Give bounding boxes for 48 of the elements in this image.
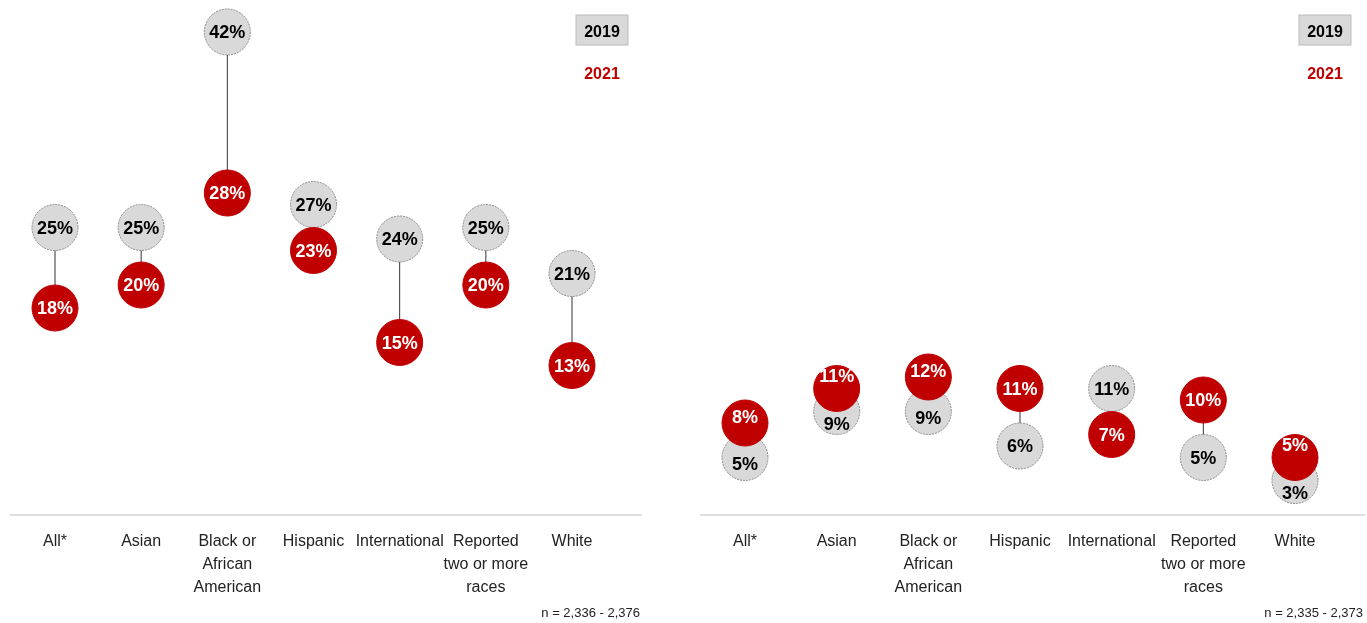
data-label: 25% bbox=[467, 217, 504, 238]
data-label: 5% bbox=[1190, 447, 1217, 468]
data-label: 23% bbox=[295, 240, 332, 261]
text: 2019 bbox=[584, 23, 620, 40]
x-tick-label: Hispanic bbox=[989, 532, 1051, 549]
data-label: 10% bbox=[1185, 390, 1222, 410]
x-tick-label: International bbox=[355, 532, 444, 549]
x-tick-label: Hispanic bbox=[282, 532, 345, 549]
data-label: 18% bbox=[36, 298, 74, 318]
data-label: 28% bbox=[209, 183, 246, 203]
data-label: 42% bbox=[209, 22, 246, 42]
data-label: 6% bbox=[1006, 436, 1034, 456]
x-tick-label: White bbox=[551, 532, 593, 549]
x-tick-label: Black or African American bbox=[193, 532, 262, 596]
data-label: 5% bbox=[731, 453, 759, 474]
x-tick-label: All* bbox=[42, 532, 68, 549]
data-label: 24% bbox=[381, 229, 418, 249]
text: n = 2,336 - 2,376 bbox=[541, 605, 640, 620]
data-label: 20% bbox=[123, 275, 160, 295]
data-label: 8% bbox=[731, 406, 759, 427]
data-label: 9% bbox=[915, 407, 942, 428]
data-label: 27% bbox=[295, 194, 332, 215]
text: 2021 bbox=[1307, 65, 1343, 82]
data-label: 9% bbox=[823, 414, 850, 435]
x-tick-label: International bbox=[1067, 532, 1156, 549]
data-label: 20% bbox=[467, 275, 504, 295]
data-label: 12% bbox=[910, 360, 947, 381]
text: 2021 bbox=[584, 65, 620, 82]
data-label: 15% bbox=[381, 332, 418, 353]
x-tick-label: All* bbox=[732, 532, 758, 549]
text: n = 2,335 - 2,373 bbox=[1264, 605, 1363, 620]
data-label: 21% bbox=[553, 263, 591, 284]
x-tick-label: Asian bbox=[816, 532, 857, 549]
data-label: 3% bbox=[1281, 483, 1309, 504]
data-label: 5% bbox=[1281, 434, 1309, 455]
data-label: 13% bbox=[553, 355, 591, 376]
data-label: 11% bbox=[1002, 378, 1038, 399]
data-label: 11% bbox=[819, 365, 855, 386]
data-label: 11% bbox=[1094, 378, 1130, 399]
x-tick-label: Asian bbox=[121, 532, 162, 549]
data-label: 25% bbox=[36, 217, 74, 238]
data-label: 7% bbox=[1098, 424, 1125, 445]
x-tick-label: Reported two or more races bbox=[1161, 532, 1246, 596]
data-label: 25% bbox=[123, 217, 160, 238]
x-tick-label: Reported two or more races bbox=[443, 532, 529, 596]
x-tick-label: White bbox=[1274, 532, 1316, 549]
text: 2019 bbox=[1307, 23, 1343, 40]
x-tick-label: Black or African American bbox=[894, 532, 963, 596]
